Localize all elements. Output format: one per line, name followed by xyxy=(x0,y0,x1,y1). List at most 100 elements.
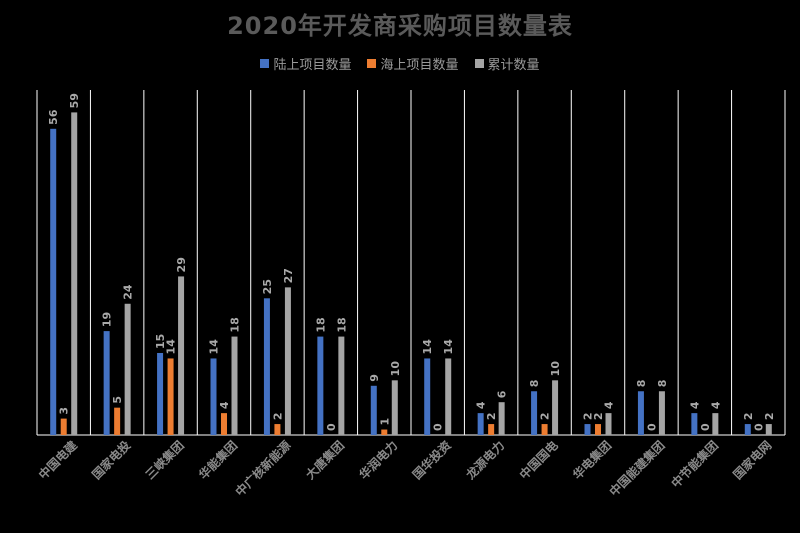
bar-total xyxy=(498,402,505,435)
bar-total xyxy=(765,424,772,435)
data-label: 4 xyxy=(603,401,616,409)
data-label: 5 xyxy=(111,396,124,404)
data-label: 14 xyxy=(165,339,178,355)
data-label: 9 xyxy=(368,374,381,382)
data-label: 8 xyxy=(635,380,648,388)
data-label: 4 xyxy=(709,401,722,409)
bar-total xyxy=(71,112,78,435)
data-label: 15 xyxy=(154,334,167,349)
bar-offshore xyxy=(541,424,548,435)
data-label: 19 xyxy=(101,312,114,327)
data-label: 10 xyxy=(549,361,562,377)
bar-onshore xyxy=(424,358,431,435)
data-label: 8 xyxy=(528,380,541,388)
data-label: 14 xyxy=(442,339,455,355)
bar-onshore xyxy=(317,336,324,435)
data-label: 4 xyxy=(218,401,231,409)
bar-offshore xyxy=(221,413,227,435)
x-tick-label: 龙源电力 xyxy=(463,438,508,483)
data-label: 4 xyxy=(475,401,488,409)
legend-item-onshore: 陆上项目数量 xyxy=(260,54,351,73)
data-label: 14 xyxy=(208,339,221,355)
bar-offshore xyxy=(488,424,495,435)
x-tick-label: 中国国电 xyxy=(516,438,561,483)
legend-label-onshore: 陆上项目数量 xyxy=(273,58,352,73)
x-tick-label: 国家电网 xyxy=(730,438,775,483)
data-label: 3 xyxy=(58,407,71,415)
bar-total xyxy=(284,287,291,435)
data-label: 0 xyxy=(752,423,765,431)
bar-total xyxy=(391,380,398,435)
bar-onshore xyxy=(691,413,698,435)
data-label: 2 xyxy=(582,412,595,420)
bar-offshore xyxy=(595,424,601,435)
data-label: 10 xyxy=(389,361,402,377)
data-label: 18 xyxy=(229,317,242,332)
bar-total xyxy=(231,336,238,435)
x-tick-label: 中国能建集团 xyxy=(606,438,668,500)
data-label: 2 xyxy=(271,412,284,420)
data-label: 56 xyxy=(47,109,60,125)
bar-onshore xyxy=(263,298,270,435)
data-label: 59 xyxy=(68,93,81,108)
data-label: 2 xyxy=(485,412,498,420)
bar-onshore xyxy=(157,352,164,435)
data-label: 18 xyxy=(314,317,327,332)
bar-offshore xyxy=(381,429,388,435)
x-tick-label: 国家电投 xyxy=(89,438,134,483)
bar-onshore xyxy=(103,331,110,435)
data-label: 4 xyxy=(688,401,701,409)
bar-total xyxy=(658,391,665,435)
bar-total xyxy=(445,358,452,435)
bar-total xyxy=(178,276,185,435)
x-tick-label: 国华投资 xyxy=(409,438,454,483)
data-label: 8 xyxy=(656,380,669,388)
data-label: 2 xyxy=(539,412,552,420)
bar-offshore xyxy=(60,418,67,435)
legend-item-total: 累计数量 xyxy=(474,54,540,73)
data-label: 0 xyxy=(699,423,712,431)
legend-swatch-onshore xyxy=(260,59,270,68)
data-label: 27 xyxy=(282,268,295,283)
x-tick-label: 中节能集团 xyxy=(668,438,721,491)
bar-total xyxy=(605,413,612,435)
data-label: 0 xyxy=(645,423,658,431)
legend-label-offshore: 海上项目数量 xyxy=(380,58,459,73)
data-label: 18 xyxy=(335,317,348,332)
bar-onshore xyxy=(50,128,57,435)
data-label: 14 xyxy=(421,339,434,355)
legend-swatch-offshore xyxy=(367,59,377,68)
bar-onshore xyxy=(637,391,644,435)
bar-onshore xyxy=(210,358,217,435)
data-label: 29 xyxy=(175,257,188,272)
x-tick-label: 大唐集团 xyxy=(302,438,347,483)
data-label: 25 xyxy=(261,279,274,294)
bar-offshore xyxy=(167,358,174,435)
x-tick-label: 中国电建 xyxy=(35,437,80,482)
data-label: 2 xyxy=(592,412,605,420)
data-label: 6 xyxy=(496,390,509,398)
bar-total xyxy=(338,336,345,435)
bar-onshore xyxy=(531,391,538,435)
legend: 陆上项目数量 海上项目数量 累计数量 xyxy=(0,54,800,73)
bar-offshore xyxy=(274,424,281,435)
x-tick-label: 中广核新能源 xyxy=(232,438,294,500)
bar-onshore xyxy=(744,424,751,435)
legend-item-offshore: 海上项目数量 xyxy=(367,54,459,73)
bar-onshore xyxy=(370,385,377,435)
bar-total xyxy=(124,303,131,435)
chart-title: 2020年开发商采购项目数量表 xyxy=(227,12,573,40)
data-label: 24 xyxy=(122,284,135,300)
bar-total xyxy=(552,380,559,435)
bar-offshore xyxy=(114,407,121,435)
data-label: 2 xyxy=(742,412,755,420)
x-tick-label: 华电集团 xyxy=(570,438,615,483)
data-label: 1 xyxy=(378,418,391,426)
x-tick-label: 三峡集团 xyxy=(142,438,187,483)
bar-onshore xyxy=(584,424,591,435)
bar-total xyxy=(712,413,719,435)
data-label: 2 xyxy=(763,412,776,420)
data-label: 0 xyxy=(325,423,338,431)
